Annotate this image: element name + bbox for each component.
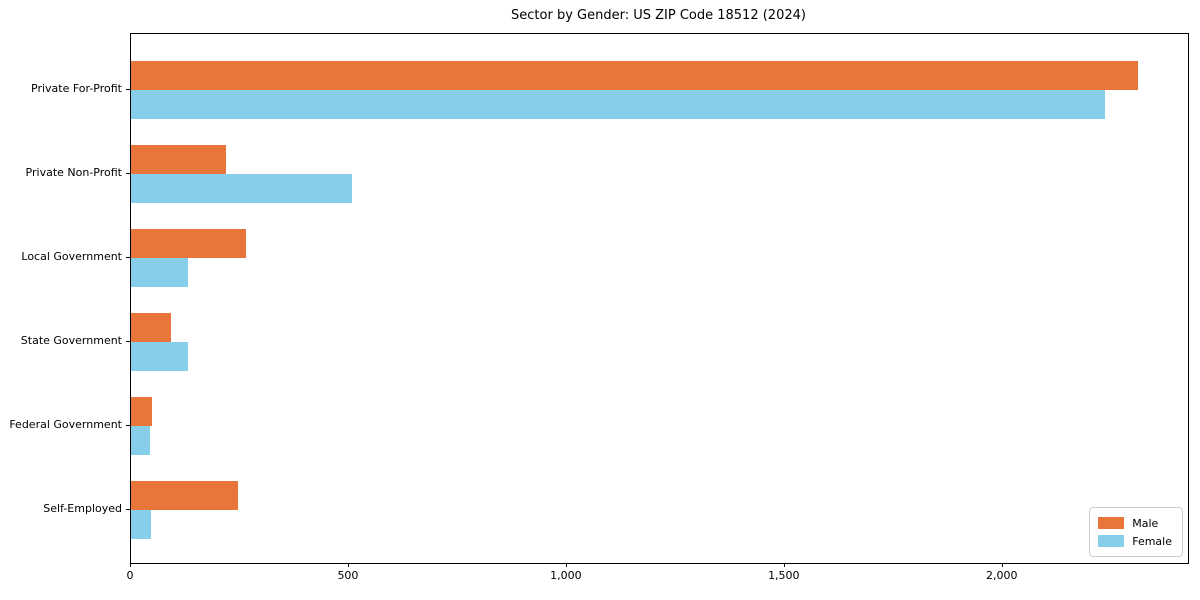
bar-female-self-employed bbox=[131, 510, 151, 539]
bar-male-private-non-profit bbox=[131, 145, 226, 174]
y-axis-label-state-government: State Government bbox=[20, 334, 122, 347]
bar-male-state-government bbox=[131, 313, 171, 342]
bar-male-self-employed bbox=[131, 481, 238, 510]
y-axis-label-self-employed: Self-Employed bbox=[43, 502, 122, 515]
legend-swatch-male bbox=[1098, 517, 1125, 529]
y-tick-mark bbox=[126, 425, 130, 426]
legend-swatch-female bbox=[1098, 535, 1125, 547]
y-axis-label-federal-government: Federal Government bbox=[9, 418, 122, 431]
legend-entry-female: Female bbox=[1098, 532, 1172, 550]
y-axis-label-private-non-profit: Private Non-Profit bbox=[25, 166, 122, 179]
x-tick-mark bbox=[1001, 563, 1003, 567]
bar-female-local-government bbox=[131, 258, 188, 287]
bar-male-private-for-profit bbox=[131, 61, 1138, 90]
chart-title: Sector by Gender: US ZIP Code 18512 (202… bbox=[511, 8, 806, 23]
x-tick-mark bbox=[565, 563, 567, 567]
legend-label-male: Male bbox=[1132, 516, 1159, 530]
x-tick-label-500: 500 bbox=[337, 569, 359, 582]
y-tick-mark bbox=[126, 173, 130, 174]
legend: Male Female bbox=[1089, 507, 1183, 557]
bar-male-federal-government bbox=[131, 397, 152, 426]
bar-female-private-for-profit bbox=[131, 90, 1105, 119]
y-tick-mark bbox=[126, 341, 130, 342]
y-axis-label-private-for-profit: Private For-Profit bbox=[31, 82, 122, 95]
bar-male-local-government bbox=[131, 229, 246, 258]
x-tick-label-1-000: 1,000 bbox=[550, 569, 582, 582]
x-tick-mark bbox=[347, 563, 349, 567]
x-tick-label-2-000: 2,000 bbox=[986, 569, 1018, 582]
y-tick-mark bbox=[126, 257, 130, 258]
bar-female-federal-government bbox=[131, 426, 150, 455]
bar-female-private-non-profit bbox=[131, 174, 352, 203]
bar-female-state-government bbox=[131, 342, 188, 371]
y-tick-mark bbox=[126, 89, 130, 90]
x-tick-mark bbox=[130, 563, 131, 567]
x-tick-mark bbox=[783, 563, 785, 567]
y-tick-mark bbox=[126, 509, 130, 510]
x-tick-label-0: 0 bbox=[126, 569, 134, 582]
y-axis-label-local-government: Local Government bbox=[21, 250, 122, 263]
legend-entry-male: Male bbox=[1098, 514, 1172, 532]
legend-label-female: Female bbox=[1132, 534, 1172, 548]
plot-area: Male Female bbox=[130, 33, 1189, 564]
x-tick-label-1-500: 1,500 bbox=[768, 569, 800, 582]
